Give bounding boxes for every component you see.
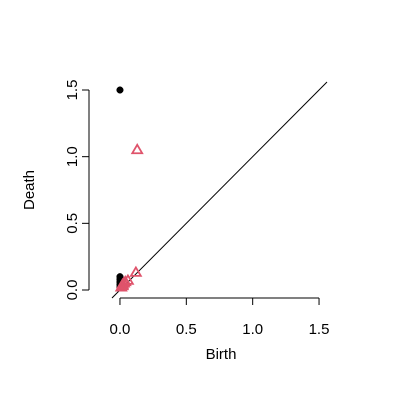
y-axis-title: Death xyxy=(21,170,38,210)
x-tick-label: 1.0 xyxy=(242,321,263,338)
x-axis-title: Birth xyxy=(206,346,237,363)
y-tick-label: 0.5 xyxy=(64,213,81,234)
x-tick-label: 0.0 xyxy=(110,321,131,338)
y-tick-label: 1.5 xyxy=(64,80,81,101)
y-tick-label: 0.0 xyxy=(64,280,81,301)
y-tick-label: 1.0 xyxy=(64,146,81,167)
point-triangle xyxy=(129,265,143,277)
diagonal-line-group xyxy=(111,81,328,299)
x-tick-label: 0.5 xyxy=(176,321,197,338)
axes: 0.0 0.5 1.0 1.5 0.0 0.5 1.0 1.5 xyxy=(64,80,329,338)
point-triangle xyxy=(114,280,128,292)
diagonal-line xyxy=(111,81,328,299)
point-circle xyxy=(116,86,124,94)
x-tick-label: 1.5 xyxy=(309,321,330,338)
point-triangle xyxy=(130,143,144,155)
points-group xyxy=(114,86,144,292)
